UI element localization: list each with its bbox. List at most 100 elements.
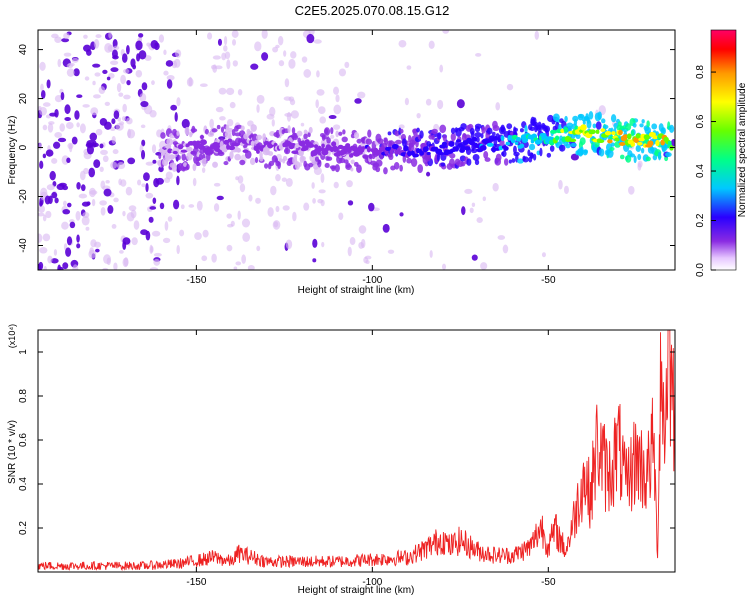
ridge-core-point bbox=[569, 138, 577, 143]
ridge-point bbox=[564, 115, 568, 123]
spectrogram-point bbox=[53, 249, 58, 256]
colorbar-ticks: 0.0 0.2 0.4 0.6 0.8 bbox=[695, 65, 716, 277]
spectrogram-point bbox=[64, 116, 71, 121]
ridge-point bbox=[652, 154, 658, 161]
spectrogram-point bbox=[471, 254, 478, 261]
ridge-core-point bbox=[236, 147, 241, 153]
ridge-point bbox=[296, 130, 303, 137]
spectrogram-point bbox=[216, 195, 224, 201]
spectrogram-point bbox=[100, 180, 106, 189]
spectrogram-point bbox=[119, 249, 124, 254]
ridge-core-point bbox=[437, 151, 445, 156]
ridge-point bbox=[630, 129, 635, 137]
spectrogram-point bbox=[164, 177, 171, 183]
spectrogram-point bbox=[464, 188, 473, 194]
ridge-core-point bbox=[242, 149, 249, 153]
ridge-core-point bbox=[471, 136, 478, 142]
spectrogram-point bbox=[242, 232, 251, 243]
spectrogram-point bbox=[312, 238, 318, 248]
spectrogram-point bbox=[283, 50, 287, 57]
spectrogram-point bbox=[145, 230, 151, 241]
ridge-point bbox=[474, 123, 482, 129]
ridge-core-point bbox=[331, 141, 337, 147]
ridge-core-point bbox=[195, 140, 201, 145]
ridge-point bbox=[532, 121, 539, 127]
spectrogram-point bbox=[221, 52, 227, 61]
spectrogram-point bbox=[201, 167, 206, 173]
spectrogram-point bbox=[328, 115, 337, 120]
ridge-core-point bbox=[385, 146, 392, 151]
ridge-point bbox=[606, 149, 614, 158]
ridge-point bbox=[353, 131, 360, 139]
spectrogram-point bbox=[163, 49, 167, 56]
ridge-point bbox=[234, 153, 241, 161]
ridge-point bbox=[287, 125, 291, 134]
ridge-core-point bbox=[368, 153, 373, 160]
spectrogram-point bbox=[138, 50, 147, 60]
spectrogram-point bbox=[215, 106, 224, 113]
spectrogram-point bbox=[312, 198, 316, 204]
spectrogram-point bbox=[502, 244, 509, 254]
spectrogram-point bbox=[226, 244, 233, 252]
spectrogram-point bbox=[349, 237, 356, 246]
ridge-point bbox=[402, 155, 407, 163]
ridge-point bbox=[640, 147, 645, 154]
spectrogram-point bbox=[382, 223, 390, 233]
ridge-point bbox=[533, 153, 537, 161]
spectrogram-point bbox=[103, 188, 112, 197]
spectrogram-point bbox=[49, 170, 56, 181]
ridge-point bbox=[356, 138, 362, 144]
spectrogram-point bbox=[78, 193, 88, 199]
spectrogram-point bbox=[39, 200, 43, 207]
spectrogram-point bbox=[442, 30, 450, 34]
spectrogram-point bbox=[45, 210, 52, 219]
ridge-point bbox=[588, 111, 594, 120]
ridge-core-point bbox=[256, 149, 260, 154]
ridge-point bbox=[469, 127, 475, 135]
spectrogram-point bbox=[113, 262, 118, 270]
ridge-core-point bbox=[475, 144, 481, 149]
spectrogram-point bbox=[563, 185, 569, 195]
spectrogram-point bbox=[51, 33, 59, 39]
spectrogram-point bbox=[637, 160, 643, 168]
ridge-point bbox=[399, 128, 404, 134]
ridge-point bbox=[481, 126, 486, 134]
snr-series-line bbox=[38, 330, 675, 572]
spectrogram-point bbox=[181, 118, 190, 129]
spectrogram-point bbox=[38, 261, 44, 270]
ridge-point bbox=[439, 124, 447, 134]
spectrogram-point bbox=[149, 206, 157, 210]
spectrogram-x-label: Height of straight line (km) bbox=[298, 285, 415, 296]
ridge-core-point bbox=[250, 140, 255, 147]
snr-frame bbox=[37, 329, 676, 573]
spectrogram-point bbox=[73, 68, 80, 77]
spectrogram-point bbox=[202, 229, 209, 238]
spectrogram-point bbox=[61, 221, 69, 230]
ridge-core-point bbox=[380, 146, 386, 152]
ridge-point bbox=[326, 137, 331, 144]
spectrogram-point bbox=[237, 175, 244, 184]
spectrogram-point bbox=[89, 190, 98, 195]
spectrogram-point bbox=[92, 63, 101, 68]
ridge-core-point bbox=[337, 144, 344, 150]
ridge-core-point bbox=[667, 140, 672, 145]
ridge-point bbox=[330, 127, 334, 135]
spectrogram-point bbox=[271, 119, 275, 127]
spectrogram-point bbox=[270, 185, 277, 196]
ridge-point bbox=[160, 132, 166, 139]
ridge-point bbox=[597, 111, 602, 120]
ridge-core-point bbox=[519, 143, 525, 149]
ridge-core-point bbox=[199, 139, 207, 146]
spectrogram-point bbox=[64, 104, 71, 115]
spectrogram-point bbox=[145, 161, 154, 166]
ridge-point bbox=[513, 151, 520, 157]
ridge-point bbox=[220, 126, 225, 133]
spectrogram-point bbox=[121, 116, 127, 121]
spectrogram-point bbox=[319, 116, 327, 124]
spectrogram-point bbox=[223, 35, 228, 46]
spectrogram-point bbox=[406, 65, 412, 70]
ridge-core-point bbox=[298, 140, 306, 147]
ridge-point bbox=[583, 149, 588, 154]
ridge-point bbox=[602, 124, 609, 130]
ridge-core-point bbox=[302, 145, 309, 151]
